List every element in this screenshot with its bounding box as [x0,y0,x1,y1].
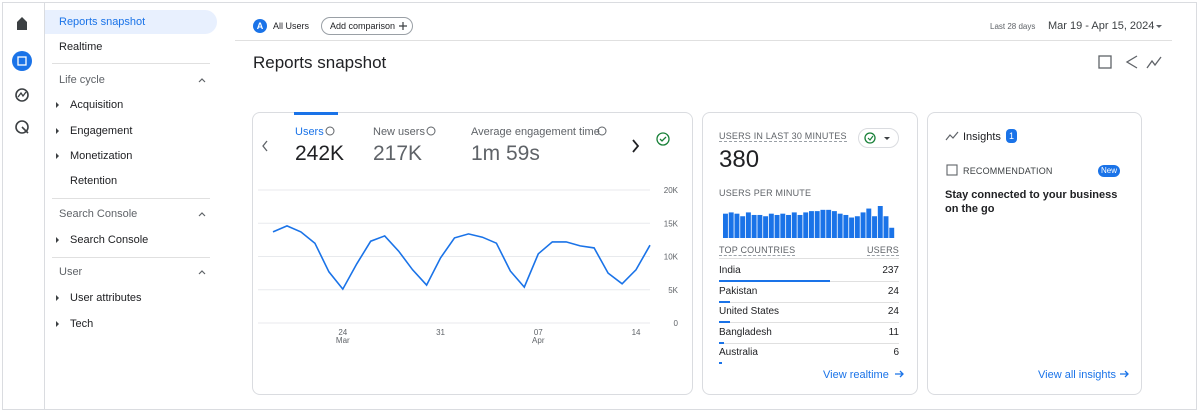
date-dropdown[interactable] [1156,25,1162,28]
link-icons [0,0,1150,390]
arrow-icon [1120,371,1128,377]
arrow-icon [895,371,903,377]
insights-icon [946,132,958,140]
recommendation-icon [947,165,957,175]
